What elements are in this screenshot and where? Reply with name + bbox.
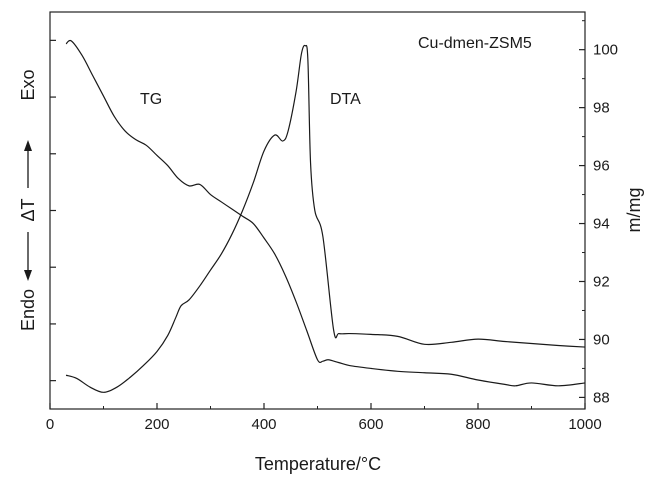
x-tick-label-0: 0: [46, 416, 54, 433]
series-line-tg: [65, 39, 586, 387]
left-axis-ticks: [50, 39, 56, 382]
right-tick-label-1: 90: [593, 331, 610, 348]
x-tick-label-5: 1000: [568, 416, 601, 433]
sample-label: Cu-dmen-ZSM5: [418, 35, 532, 52]
left-axis-delta-t-label: ΔT: [18, 198, 38, 221]
tg-curve-label: TG: [140, 91, 162, 108]
dta-curve-label: DTA: [330, 91, 361, 108]
left-axis-exo-label: Exo: [18, 69, 38, 100]
series-line-dta: [65, 44, 586, 393]
x-axis-title: Temperature/°C: [255, 454, 381, 474]
x-tick-label-3: 600: [358, 416, 383, 433]
x-tick-label-1: 200: [144, 416, 169, 433]
endo-arrow-head-icon: [24, 270, 32, 281]
right-axis-ticks: 88 90 92 94 96 98 100: [579, 20, 618, 406]
right-tick-label-0: 88: [593, 389, 610, 406]
x-tick-label-2: 400: [251, 416, 276, 433]
x-tick-label-4: 800: [465, 416, 490, 433]
right-tick-label-3: 94: [593, 216, 610, 233]
right-tick-label-4: 96: [593, 158, 610, 175]
series-layer: [65, 39, 586, 393]
exo-arrow-head-icon: [24, 140, 32, 151]
right-axis-title: m/mg: [624, 188, 644, 233]
left-axis-title: Endo ΔT Exo: [18, 69, 38, 331]
right-tick-label-2: 92: [593, 273, 610, 290]
plot-frame: [49, 11, 586, 410]
x-axis-ticks: 0 200 400 600 800 1000: [46, 403, 602, 433]
right-tick-label-5: 98: [593, 100, 610, 117]
right-tick-label-6: 100: [593, 42, 618, 59]
left-axis-endo-label: Endo: [18, 289, 38, 331]
